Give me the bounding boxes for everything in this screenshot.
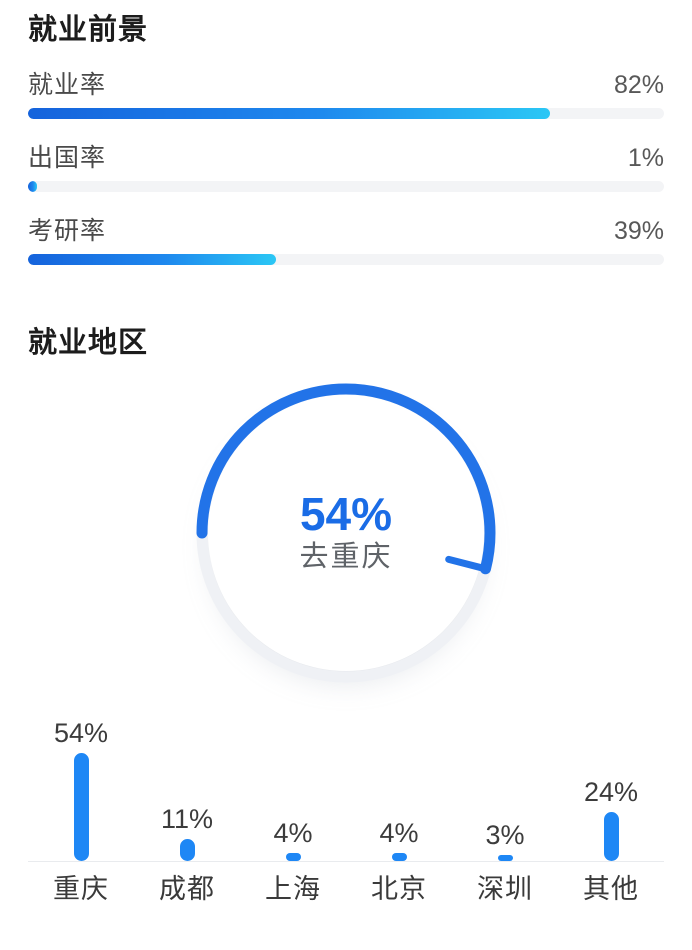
bar xyxy=(179,839,195,861)
progress-fill xyxy=(28,254,277,265)
donut-sublabel-text: 去重庆 xyxy=(299,541,393,574)
donut-chart: 54% 去重庆 xyxy=(196,383,496,683)
donut-percent-text: 54% xyxy=(299,488,393,541)
stat-row-abroad-rate: 出国率 1% xyxy=(28,143,664,192)
stat-value: 82% xyxy=(613,71,664,99)
donut-center-label: 54% 去重庆 xyxy=(196,489,496,575)
bar-value-label: 4% xyxy=(273,818,313,848)
bar-value-label: 4% xyxy=(379,818,419,848)
bar-value-label: 54% xyxy=(53,718,109,748)
bar xyxy=(603,812,619,861)
bar xyxy=(497,855,513,861)
stat-row-employment-rate: 就业率 82% xyxy=(28,70,664,119)
stat-value: 1% xyxy=(627,144,664,172)
stat-label: 出国率 xyxy=(28,144,107,172)
progress-track xyxy=(28,254,664,265)
stat-head: 就业率 82% xyxy=(28,70,664,100)
progress-fill xyxy=(28,181,37,192)
region-bar-chart: 54% 11% 4% 4% 3% 24% 重庆 成都 上海 北京 深圳 其他 xyxy=(28,719,664,904)
bar-value-label: 3% xyxy=(485,820,525,850)
bar-category-label: 重庆 xyxy=(53,874,109,904)
stat-head: 考研率 39% xyxy=(28,216,664,246)
bar-category-label: 北京 xyxy=(371,874,427,904)
bar-columns: 54% 11% 4% 4% 3% 24% xyxy=(28,719,664,861)
stat-head: 出国率 1% xyxy=(28,143,664,173)
section-title-region: 就业地区 xyxy=(28,327,149,359)
bar xyxy=(285,853,301,861)
bar-column: 4% xyxy=(240,719,346,861)
progress-track xyxy=(28,181,664,192)
bar-column: 24% xyxy=(558,719,664,861)
bar xyxy=(391,853,407,861)
bar-column: 3% xyxy=(452,719,558,861)
region-section: 就业地区 54% 去重庆 54% 11% 4% 4% 3% 24% 重庆 成都 上海 北京 深圳 其… xyxy=(28,327,664,904)
progress-fill xyxy=(28,108,550,119)
section-title-prospects: 就业前景 xyxy=(28,14,149,46)
bar-column: 11% xyxy=(134,719,240,861)
bar-category-label: 成都 xyxy=(159,874,215,904)
donut-value-arc xyxy=(196,383,496,683)
stat-label: 考研率 xyxy=(28,217,107,245)
bar xyxy=(73,753,89,861)
bar-column: 4% xyxy=(346,719,452,861)
bar-category-label: 上海 xyxy=(265,874,321,904)
donut-ring-svg xyxy=(196,383,496,683)
progress-track xyxy=(28,108,664,119)
chart-baseline xyxy=(28,861,664,862)
bar-column: 54% xyxy=(28,719,134,861)
donut-inner-disc xyxy=(208,395,484,671)
prospects-section: 就业前景 就业率 82% 出国率 1% 考研率 39% xyxy=(28,14,664,265)
bar-category-label: 深圳 xyxy=(477,874,533,904)
stat-row-postgrad-rate: 考研率 39% xyxy=(28,216,664,265)
bar-category-labels: 重庆 成都 上海 北京 深圳 其他 xyxy=(28,874,664,904)
bar-value-label: 24% xyxy=(583,777,639,807)
stat-label: 就业率 xyxy=(28,71,107,99)
stat-value: 39% xyxy=(613,217,664,245)
bar-value-label: 11% xyxy=(160,804,214,834)
bar-category-label: 其他 xyxy=(583,874,639,904)
donut-end-tick xyxy=(445,555,489,573)
